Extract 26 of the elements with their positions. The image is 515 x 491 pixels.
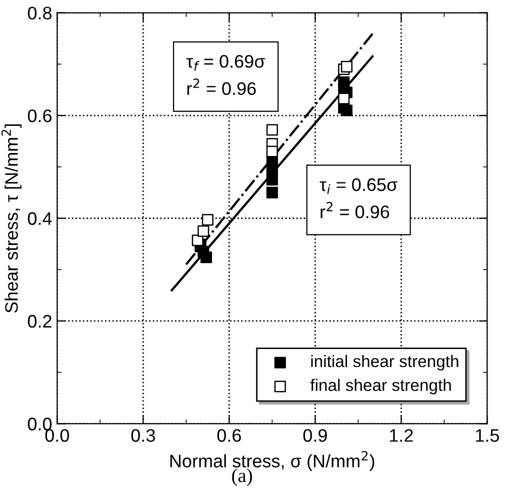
point	[266, 146, 278, 158]
point	[202, 214, 214, 226]
point	[198, 225, 210, 237]
x-tick-label: 0.9	[303, 429, 327, 442]
annotation: τ$_{f}$ = 0.69σ r$^{2}$ = 0.96	[186, 55, 266, 95]
y-tick-label: 0.2	[28, 314, 52, 328]
point	[200, 252, 212, 264]
point	[340, 104, 352, 116]
point	[340, 60, 352, 72]
point	[338, 92, 350, 104]
y-tick-label: 0.8	[28, 6, 52, 20]
x-tick-label: 1.2	[390, 429, 413, 442]
point	[266, 174, 278, 186]
x-tick-label: 1.5	[476, 429, 499, 442]
legend-label: final shear strength	[310, 378, 451, 394]
x-tick-label: 0.0	[45, 429, 70, 442]
y-axis-title: Shear stress, τ [N/mm$^{2}$]	[1, 124, 22, 313]
point	[266, 186, 278, 198]
annotation: τ$_{i}$ = 0.65σ r$^{2}$ = 0.96	[320, 178, 398, 218]
y-tick-label: 0.6	[28, 109, 52, 122]
y-tick-label: 0.0	[28, 418, 52, 430]
point	[266, 124, 278, 136]
legend-label: initial shear strength	[311, 354, 458, 370]
x-tick-label: 0.3	[131, 429, 155, 442]
x-tick-label: 0.6	[217, 429, 241, 442]
y-tick-label: 0.4	[28, 212, 52, 225]
